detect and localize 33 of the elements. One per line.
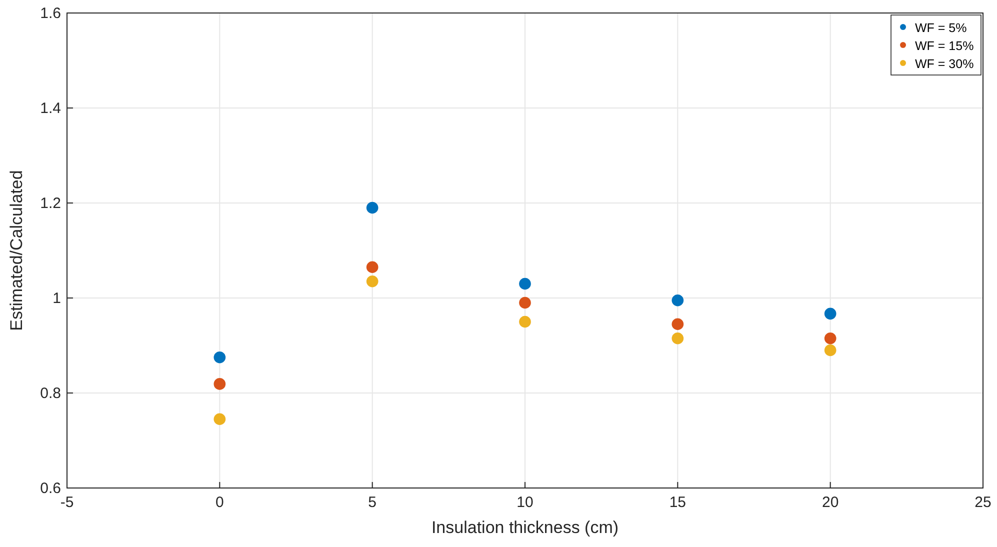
y-tick-label: 0.6 [40,480,61,497]
x-tick-label: 10 [516,494,534,511]
point [366,202,378,214]
y-tick-label: 1 [52,290,61,307]
x-tick-label: -5 [60,494,74,511]
legend-label: WF = 15% [915,39,974,53]
legend-label: WF = 5% [915,21,967,35]
x-axis-title: Insulation thickness (cm) [431,518,619,537]
y-tick-label: 1.4 [40,100,61,117]
point [214,351,226,364]
y-tick-label: 1.2 [40,195,61,212]
y-tick-label: 1.6 [40,5,61,22]
point [366,275,378,288]
x-tick-label: 5 [368,494,377,511]
point [519,296,531,309]
point [519,278,531,290]
x-tick-label: 0 [215,494,224,511]
point [672,318,684,330]
legend-label: WF = 30% [915,57,974,71]
point [519,316,531,328]
point [214,378,226,390]
point [672,332,684,344]
y-axis-title: Estimated/Calculated [7,170,26,331]
point [824,332,836,344]
point [824,308,836,320]
x-tick-label: 25 [974,494,992,511]
point [366,261,378,274]
x-tick-label: 15 [669,494,686,511]
x-tick-label: 20 [822,494,839,511]
y-tick-label: 0.8 [40,385,61,402]
point [672,294,684,306]
point [214,413,226,426]
point [824,344,836,356]
